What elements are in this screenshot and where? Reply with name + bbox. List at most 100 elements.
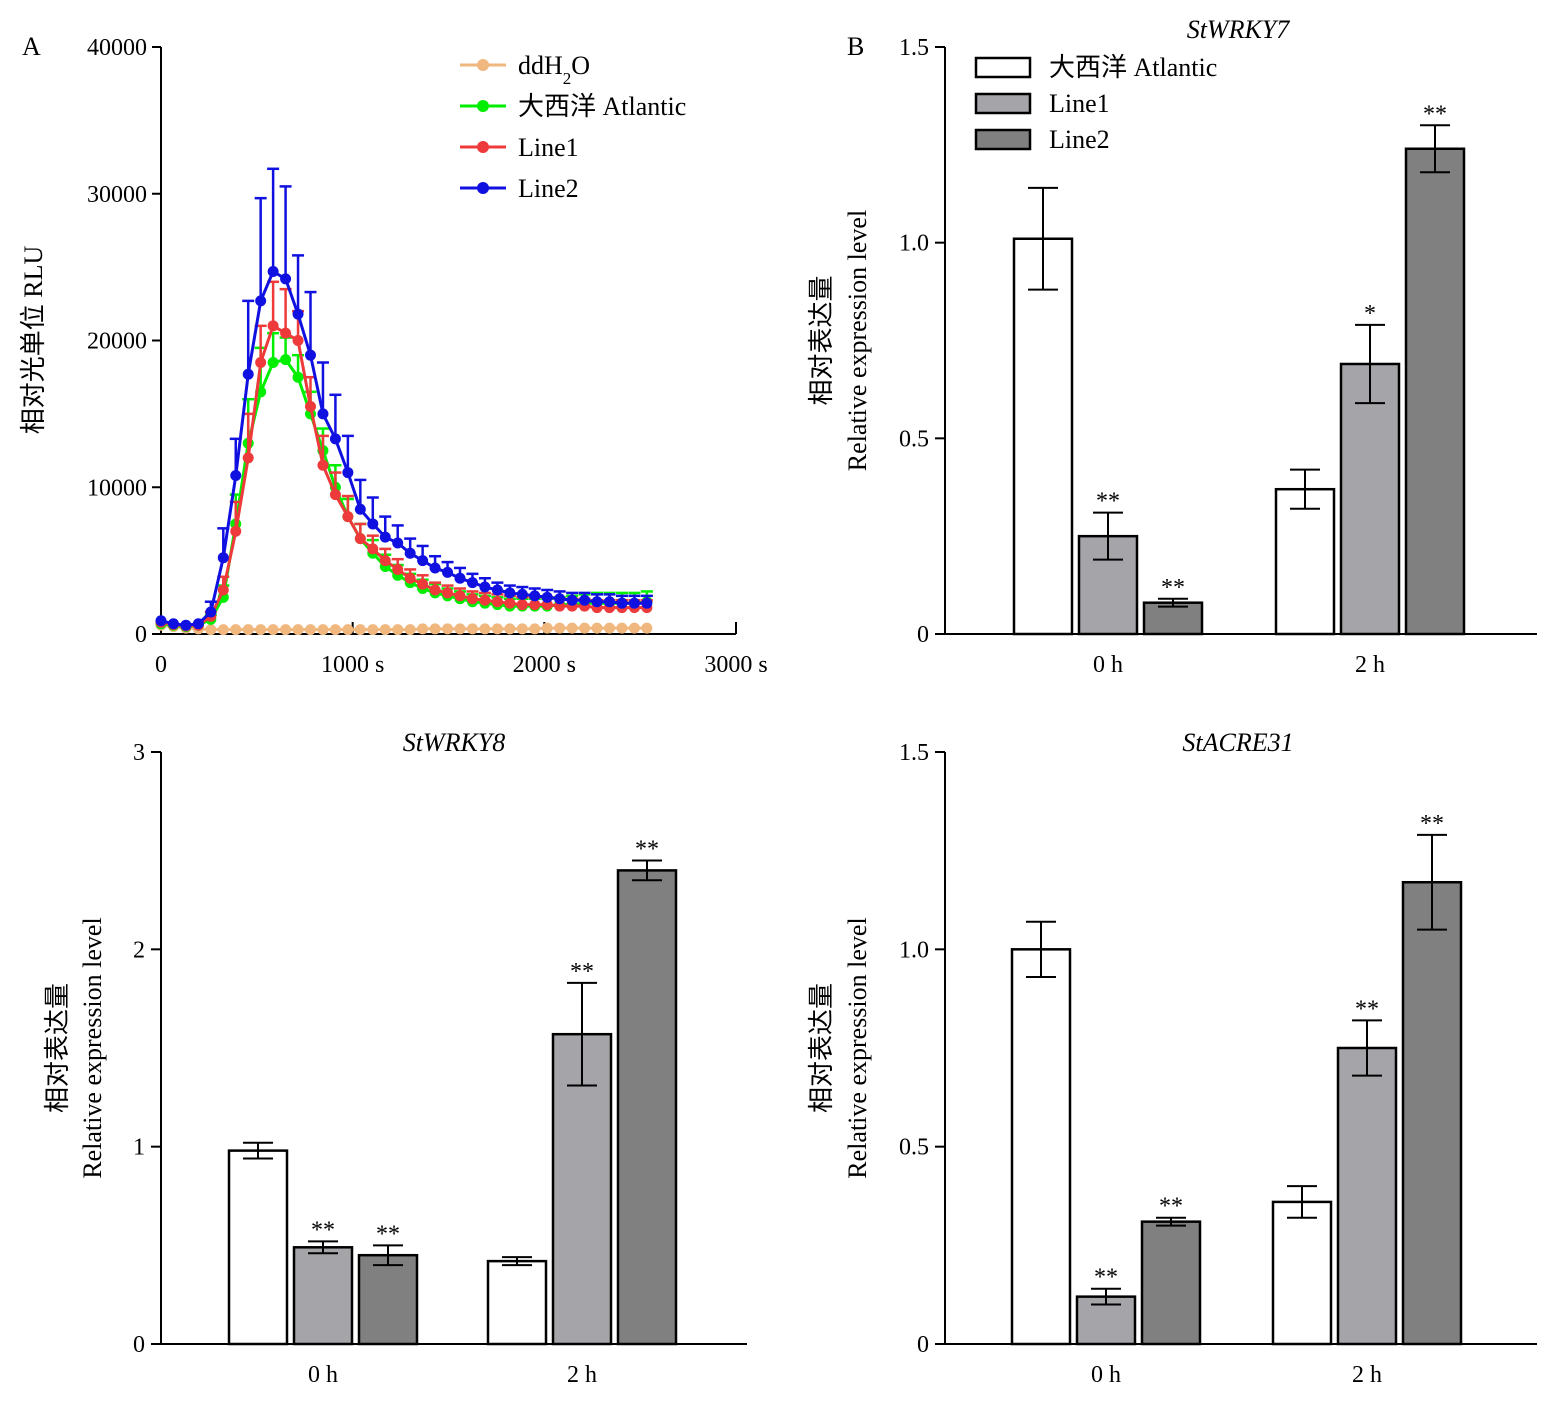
data-point	[392, 537, 404, 549]
data-point	[454, 590, 466, 602]
data-point	[305, 349, 316, 361]
y-tick-label: 1.5	[899, 35, 929, 61]
legend-label: Line1	[1049, 89, 1110, 118]
chart-title: StWRKY7	[1187, 15, 1291, 44]
data-point	[442, 587, 454, 599]
data-point	[280, 354, 292, 366]
data-point	[429, 562, 441, 574]
data-point	[491, 584, 503, 596]
panel-a-line-chart: 0 10000 20000 30000 40000 0 1000 s 2000 s 3000 s…	[19, 35, 768, 678]
y-axis-label-en: Relative expression level	[78, 917, 107, 1178]
data-point	[404, 572, 416, 584]
data-point	[516, 623, 528, 635]
data-point	[429, 584, 441, 596]
y-tick-label: 0.5	[899, 1135, 929, 1161]
significance-label: **	[1420, 811, 1444, 837]
data-point	[342, 624, 354, 636]
y-tick-label: 1.0	[899, 937, 929, 963]
data-point	[342, 467, 354, 479]
y-tick-label: 20000	[87, 329, 147, 355]
data-point	[367, 624, 379, 636]
data-point	[591, 596, 603, 608]
data-point	[404, 547, 416, 559]
data-point	[529, 623, 541, 635]
data-point	[466, 593, 478, 605]
data-point	[491, 596, 503, 608]
significance-label: **	[1355, 996, 1379, 1022]
data-point	[180, 619, 192, 631]
y-tick-label: 10000	[87, 475, 147, 501]
data-point	[242, 368, 254, 380]
bar	[486, 1259, 548, 1346]
y-axis-label-en: Relative expression level	[843, 917, 872, 1178]
data-point	[529, 590, 541, 602]
panel-b-label: B	[847, 32, 864, 61]
panel-d-bar-chart: 0 0.5 1.0 1.5 相对表达量 Relative expression level…	[807, 728, 1537, 1388]
y-tick-label: 1	[133, 1135, 145, 1161]
data-point	[217, 552, 229, 564]
data-point	[392, 624, 404, 636]
x-category-label: 2 h	[1352, 1362, 1382, 1388]
y-tick-label: 2	[133, 937, 145, 963]
data-point	[255, 357, 267, 369]
data-point	[491, 623, 503, 635]
y-tick-label: 0	[133, 1332, 145, 1358]
data-point	[317, 408, 329, 420]
data-point	[604, 622, 615, 634]
data-point	[367, 543, 379, 555]
data-point	[329, 624, 341, 636]
legend-marker	[477, 59, 489, 71]
bar	[1140, 1220, 1202, 1346]
data-point	[230, 525, 242, 537]
data-point	[591, 622, 603, 634]
bar	[616, 869, 678, 1346]
data-point	[504, 597, 516, 609]
y-axis-label-cn: 相对表达量	[807, 275, 836, 405]
data-point	[354, 624, 366, 636]
legend-label: ddH2O	[518, 51, 590, 88]
data-point	[242, 624, 254, 636]
legend-label: Line1	[518, 133, 579, 162]
bar	[357, 1253, 419, 1346]
data-point	[267, 357, 279, 369]
y-tick-label: 30000	[87, 182, 147, 208]
data-point	[267, 624, 279, 636]
series-line	[160, 269, 647, 627]
data-point	[442, 566, 454, 578]
data-point	[429, 623, 441, 635]
data-point	[317, 459, 329, 471]
legend-marker	[477, 100, 489, 112]
data-point	[616, 597, 628, 609]
series-0	[155, 619, 653, 636]
data-point	[417, 578, 429, 590]
data-point	[504, 587, 516, 599]
data-point	[317, 624, 329, 636]
data-point	[529, 599, 541, 611]
legend-swatch	[974, 128, 1032, 151]
y-axis-label: 相对光单位 RLU	[19, 246, 48, 435]
data-point	[205, 624, 217, 636]
data-point	[280, 273, 292, 285]
bar	[1010, 948, 1072, 1346]
bar	[227, 1149, 289, 1346]
bar	[1274, 487, 1336, 636]
legend-label: Line2	[518, 174, 579, 203]
data-point	[280, 624, 292, 636]
data-point	[466, 623, 478, 635]
data-point	[417, 623, 429, 635]
x-tick-label: 0	[155, 652, 167, 678]
y-tick-label: 1.0	[899, 231, 929, 257]
data-point	[342, 511, 354, 523]
data-point	[404, 624, 416, 636]
significance-label: **	[1161, 575, 1185, 601]
data-point	[305, 624, 316, 636]
y-tick-label: 0	[917, 1332, 929, 1358]
y-tick-label: 0	[917, 622, 929, 648]
data-point	[267, 266, 279, 278]
x-category-label: 0 h	[308, 1362, 338, 1388]
panel-b-bar-chart: 0 0.5 1.0 1.5 相对表达量 Relative expression level…	[807, 15, 1537, 678]
data-point	[292, 371, 304, 383]
bar	[1012, 237, 1074, 636]
y-axis-label-en: Relative expression level	[843, 210, 872, 471]
data-point	[167, 618, 179, 630]
